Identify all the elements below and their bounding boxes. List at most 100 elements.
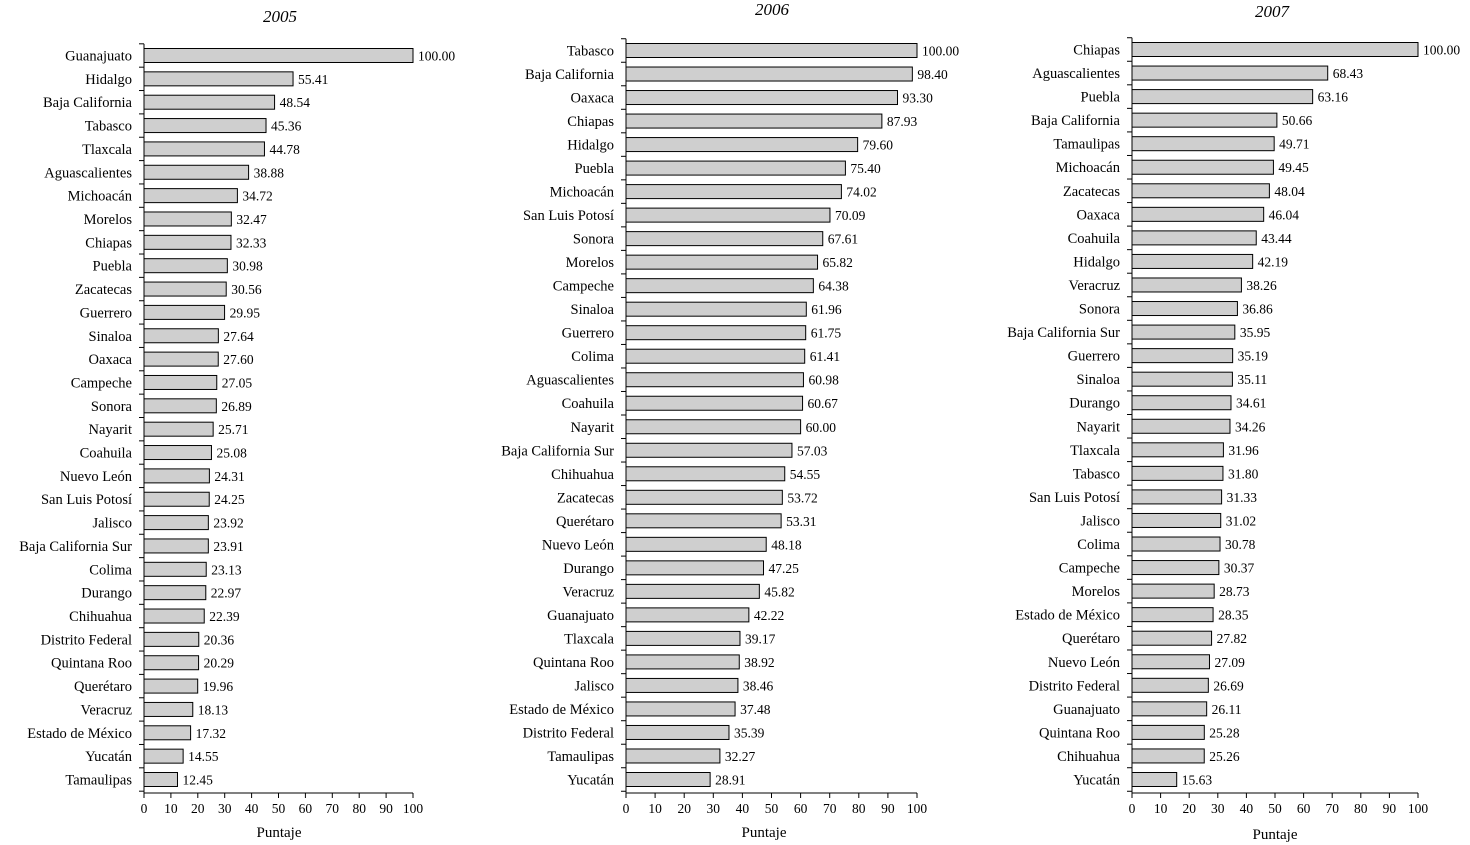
bar — [1131, 772, 1178, 787]
value-label: 30.37 — [1224, 561, 1255, 576]
bar — [625, 677, 739, 693]
value-label: 68.43 — [1333, 66, 1364, 81]
value-label: 27.82 — [1217, 631, 1247, 646]
bar — [1131, 536, 1221, 552]
bar — [625, 113, 883, 129]
bar — [143, 748, 184, 764]
category-label: Baja California — [525, 67, 615, 83]
category-label: Guerrero — [562, 326, 614, 342]
value-label: 30.78 — [1225, 537, 1256, 552]
value-label: 24.25 — [214, 492, 245, 507]
category-label: Nayarit — [1077, 419, 1120, 435]
value-label: 19.96 — [203, 679, 234, 694]
category-label: Tabasco — [85, 119, 132, 135]
x-tick-label: 70 — [823, 801, 837, 816]
chart-panel-2007: 2007 Puntaje Chiapas 100.00 Aguascalientes… — [1007, 2, 1460, 843]
bar — [143, 445, 212, 461]
value-label: 48.04 — [1274, 184, 1305, 199]
value-label: 26.89 — [221, 399, 252, 414]
value-label: 29.95 — [230, 305, 261, 320]
category-label: Yucatán — [85, 749, 132, 765]
category-label: Michoacán — [68, 189, 133, 205]
bar — [143, 515, 209, 531]
category-label: Zacatecas — [557, 490, 615, 506]
bar — [143, 701, 194, 717]
value-label: 35.39 — [734, 725, 765, 740]
bar — [625, 90, 898, 106]
bar — [625, 43, 918, 58]
x-tick-label: 50 — [765, 801, 779, 816]
value-label: 34.61 — [1236, 396, 1266, 411]
bar — [1131, 159, 1274, 175]
bar — [1131, 583, 1215, 599]
value-label: 34.26 — [1235, 419, 1266, 434]
value-label: 31.80 — [1228, 466, 1259, 481]
category-label: Coahuila — [1068, 231, 1121, 247]
category-label: Zacatecas — [1063, 184, 1121, 200]
category-label: Colima — [1077, 537, 1120, 553]
category-label: Nayarit — [89, 422, 132, 438]
category-label: Hidalgo — [1073, 254, 1120, 270]
value-label: 28.73 — [1219, 584, 1250, 599]
value-label: 32.27 — [725, 749, 756, 764]
chart-title: 2005 — [263, 7, 297, 26]
bar — [1131, 206, 1265, 222]
bar — [143, 374, 218, 390]
bar — [143, 188, 238, 204]
category-label: Querétaro — [556, 514, 614, 530]
value-label: 35.11 — [1237, 372, 1267, 387]
value-label: 27.64 — [223, 329, 254, 344]
bar — [625, 395, 804, 411]
bar — [625, 748, 721, 764]
value-label: 61.41 — [810, 349, 840, 364]
value-label: 23.13 — [211, 562, 242, 577]
bar — [1131, 395, 1232, 411]
category-label: Oaxaca — [89, 352, 133, 368]
value-label: 48.54 — [280, 95, 311, 110]
value-label: 100.00 — [1423, 43, 1460, 58]
value-label: 30.98 — [232, 259, 263, 274]
bar — [625, 701, 736, 717]
bar — [1131, 560, 1220, 576]
category-label: Veracruz — [562, 584, 614, 600]
category-label: Durango — [81, 586, 132, 602]
bar — [1131, 512, 1222, 528]
value-label: 53.72 — [787, 490, 817, 505]
value-label: 14.55 — [188, 749, 219, 764]
category-label: Sinaloa — [571, 302, 615, 318]
category-label: Durango — [563, 561, 614, 577]
value-label: 38.26 — [1246, 278, 1277, 293]
value-label: 100.00 — [418, 49, 455, 64]
value-label: 60.67 — [808, 396, 839, 411]
bar — [1131, 701, 1208, 717]
value-label: 15.63 — [1182, 773, 1213, 788]
bar — [143, 538, 209, 554]
category-label: Baja California Sur — [19, 539, 132, 555]
chart-panel-2005: 2005 Puntaje Guanajuato 100.00 Hidalgo 55.4… — [19, 7, 455, 841]
category-label: Veracruz — [1068, 278, 1120, 294]
value-label: 64.38 — [818, 279, 849, 294]
x-tick-label: 10 — [1154, 801, 1168, 816]
value-label: 23.91 — [213, 539, 243, 554]
category-label: Querétaro — [1062, 631, 1120, 647]
bar — [625, 207, 831, 223]
value-label: 45.36 — [271, 119, 302, 134]
bar — [1131, 136, 1275, 152]
value-label: 49.71 — [1279, 137, 1309, 152]
value-label: 23.92 — [213, 516, 243, 531]
value-label: 70.09 — [835, 208, 866, 223]
x-tick-label: 80 — [352, 801, 366, 816]
bar — [625, 348, 806, 364]
x-tick-label: 30 — [707, 801, 721, 816]
bar — [625, 254, 819, 270]
bar — [1131, 607, 1214, 623]
x-tick-label: 40 — [1240, 801, 1254, 816]
bar — [1131, 630, 1213, 646]
category-label: Guanajuato — [1053, 702, 1120, 718]
value-label: 75.40 — [850, 161, 881, 176]
category-label: Colima — [571, 349, 614, 365]
bar — [143, 304, 226, 320]
bar — [1131, 348, 1234, 364]
category-label: Sonora — [1079, 302, 1121, 318]
